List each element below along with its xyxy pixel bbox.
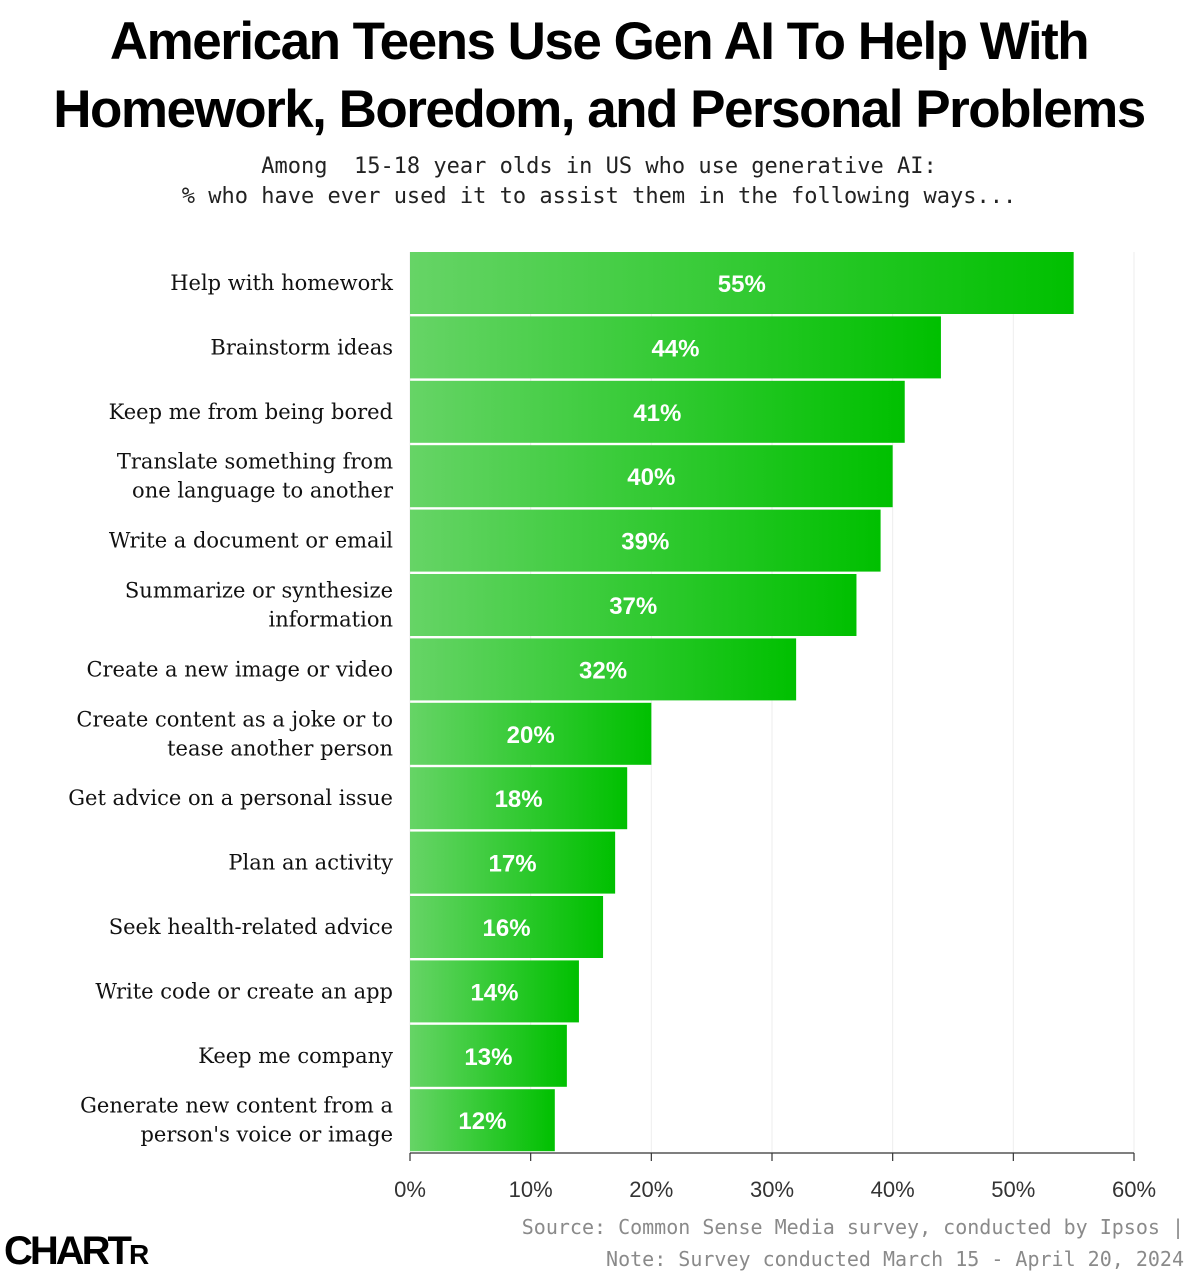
x-tick-label-5: 50%: [991, 1177, 1035, 1202]
x-tick-label-1: 10%: [509, 1177, 553, 1202]
x-tick-label-4: 40%: [871, 1177, 915, 1202]
title-line-2: Homework, Boredom, and Personal Problems: [53, 80, 1146, 139]
bar-3: [410, 445, 893, 508]
bar-8: [410, 767, 628, 830]
title-line-1: American Teens Use Gen AI To Help With: [109, 12, 1090, 71]
bar-value-label-12: 13%: [464, 1044, 512, 1071]
bar-1: [410, 316, 941, 379]
category-label-6: Create a new image or video: [86, 657, 393, 681]
bars: 55% 44% 41% 40% 39% 37% 32% 20% 18% 17% 16% 14% 13% 1…: [410, 252, 1074, 1152]
bar-value-label-13: 12%: [458, 1108, 506, 1135]
source-line-1: Source: Common Sense Media survey, condu…: [521, 1215, 1184, 1239]
category-label-3: Translate something from one language to …: [117, 450, 394, 503]
bar-value-label-11: 14%: [470, 979, 518, 1006]
bar-value-label-4: 39%: [621, 529, 669, 556]
category-label-10: Seek health-related advice: [109, 915, 393, 939]
source-line-2: Note: Survey conducted March 15 - April …: [606, 1247, 1184, 1271]
bar-value-label-1: 44%: [651, 335, 699, 362]
logo-small: R: [128, 1239, 149, 1270]
x-axis: 0% 10% 20% 30% 40% 50% 60%: [394, 1152, 1156, 1202]
x-tick-label-2: 20%: [629, 1177, 673, 1202]
category-label-5: Summarize or synthesize information: [125, 579, 393, 632]
bar-value-label-7: 20%: [507, 722, 555, 749]
x-tick-label-3: 30%: [750, 1177, 794, 1202]
bar-6: [410, 638, 797, 701]
category-label-1: Brainstorm ideas: [210, 335, 393, 359]
category-label-0: Help with homework: [170, 271, 393, 295]
subtitle-line-2: % who have ever used it to assist them i…: [181, 184, 1017, 209]
chart-subtitle: Among 15-18 year olds in US who use gene…: [0, 152, 1198, 212]
bar-value-label-8: 18%: [495, 786, 543, 813]
category-label-9: Plan an activity: [228, 851, 393, 875]
bar-9: [410, 831, 616, 894]
bar-11: [410, 960, 579, 1023]
bar-value-label-2: 41%: [633, 400, 681, 427]
category-label-13: Generate new content from a person's voic…: [80, 1094, 393, 1147]
subtitle-line-1: Among 15-18 year olds in US who use gene…: [261, 154, 937, 179]
bar-13: [410, 1089, 555, 1152]
bar-value-label-3: 40%: [627, 464, 675, 491]
bar-value-label-9: 17%: [489, 851, 537, 878]
bar-value-label-5: 37%: [609, 593, 657, 620]
bar-10: [410, 896, 604, 958]
bar-0: [410, 252, 1074, 314]
bar-7: [410, 702, 652, 765]
bar-4: [410, 509, 881, 572]
category-labels: Help with homework Brainstorm ideas Keep m…: [68, 271, 394, 1147]
logo-main: CHART: [4, 1229, 132, 1273]
category-label-11: Write code or create an app: [95, 979, 393, 1003]
x-tick-label-6: 60%: [1112, 1177, 1156, 1202]
category-label-4: Write a document or email: [109, 529, 393, 553]
category-label-7: Create content as a joke or to tease anot…: [76, 707, 393, 760]
x-tick-label-0: 0%: [394, 1177, 426, 1202]
bar-value-label-10: 16%: [483, 915, 531, 942]
source-note: Source: Common Sense Media survey, condu…: [522, 1211, 1184, 1275]
chartr-logo: CHARTR: [4, 1226, 149, 1280]
bar-2: [410, 380, 905, 443]
chart-title: American Teens Use Gen AI To Help With H…: [0, 8, 1198, 144]
category-label-8: Get advice on a personal issue: [68, 786, 393, 810]
bar-5: [410, 574, 857, 636]
bar-value-label-6: 32%: [579, 657, 627, 684]
category-label-12: Keep me company: [198, 1044, 393, 1068]
category-label-2: Keep me from being bored: [109, 400, 393, 424]
bar-value-label-0: 55%: [718, 271, 766, 298]
bar-12: [410, 1024, 567, 1087]
